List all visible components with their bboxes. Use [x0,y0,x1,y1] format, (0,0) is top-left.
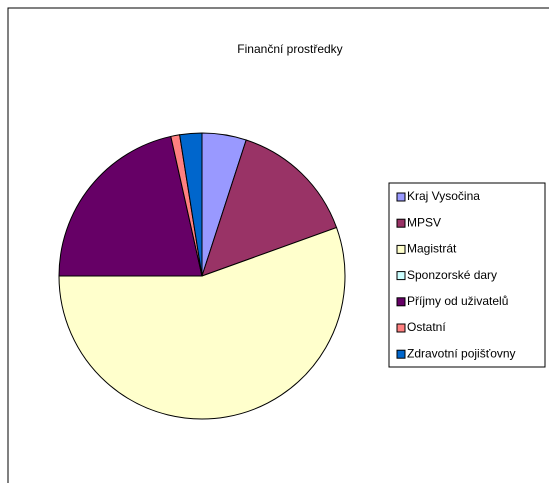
legend-label: Příjmy od uživatelů [407,294,508,308]
legend-swatch [396,192,406,202]
legend-swatch [396,271,406,281]
legend-label: Zdravotní pojišťovny [407,346,516,360]
legend-label: MPSV [407,215,441,229]
pie-slice [58,226,346,420]
legend-box [388,182,546,368]
legend-swatch [396,323,406,333]
legend-label: Kraj Vysočina [407,189,480,203]
legend-swatch [396,349,406,359]
pie-slice [179,132,203,277]
legend-label: Ostatní [407,320,446,334]
legend-label: Magistrát [407,242,457,256]
legend-swatch [396,297,406,307]
chart-title: Finanční prostředky [237,42,342,56]
legend-swatch [396,244,406,254]
legend-swatch [396,218,406,228]
pie-slice [201,139,338,277]
legend-label: Sponzorské dary [407,268,497,282]
pie-slice [58,135,203,277]
